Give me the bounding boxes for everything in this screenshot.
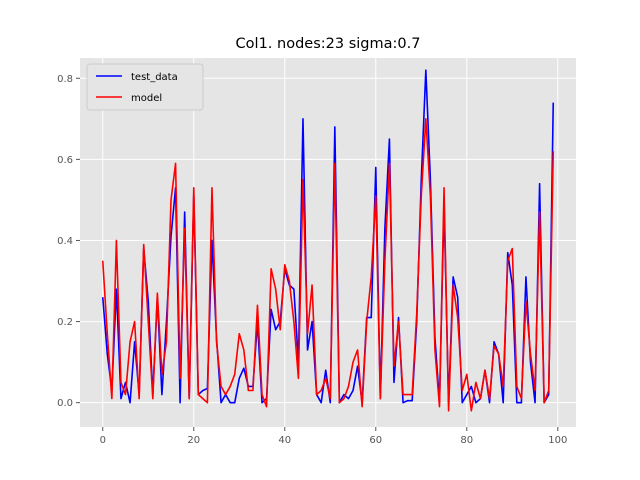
x-tick-label: 60 (369, 435, 382, 446)
legend: test_data model (86, 63, 204, 111)
y-axis-ticks: 0.0 0.2 0.4 0.6 0.8 (57, 74, 80, 409)
y-tick-label: 0.4 (57, 236, 73, 247)
x-tick-label: 80 (460, 435, 473, 446)
series-line-model (101, 118, 555, 412)
x-axis-ticks: 0 20 40 60 80 100 (100, 427, 567, 446)
y-tick-label: 0.8 (57, 74, 73, 85)
gridlines (80, 58, 576, 427)
x-tick-label: 100 (548, 435, 567, 446)
y-tick-label: 0.2 (57, 317, 73, 328)
legend-label-model: model (131, 93, 162, 104)
legend-label-test-data: test_data (131, 72, 178, 83)
chart-title: Col1. nodes:23 sigma:0.7 (236, 36, 421, 52)
x-tick-label: 20 (187, 435, 200, 446)
series-lines (101, 69, 555, 412)
x-tick-label: 0 (100, 435, 106, 446)
x-tick-label: 40 (278, 435, 291, 446)
y-tick-label: 0.0 (57, 398, 73, 409)
y-tick-label: 0.6 (57, 155, 73, 166)
